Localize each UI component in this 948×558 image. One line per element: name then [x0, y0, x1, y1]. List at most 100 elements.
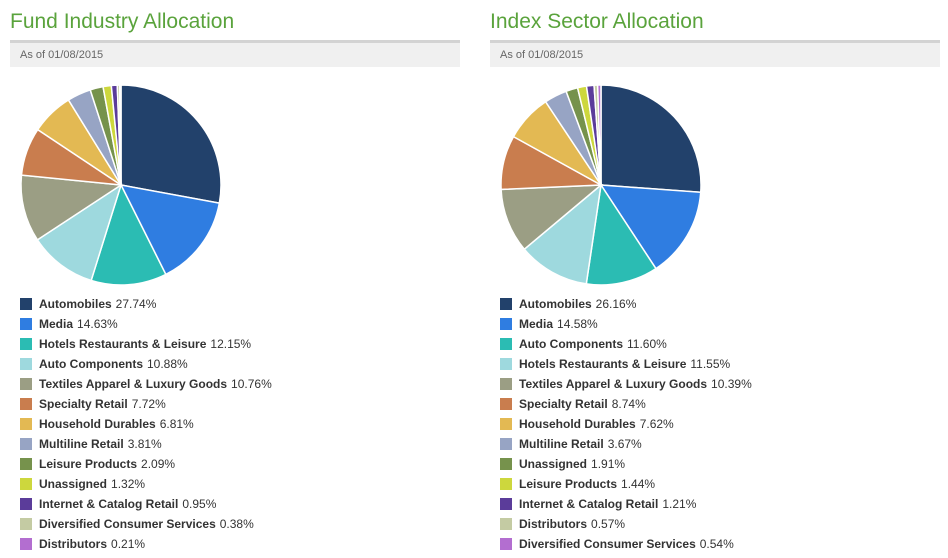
legend-label: Multiline Retail	[519, 437, 604, 451]
legend-label: Textiles Apparel & Luxury Goods	[519, 377, 708, 391]
legend-item-household-durables[interactable]: Household Durables 7.62%	[500, 414, 752, 434]
legend-swatch	[500, 538, 512, 550]
legend-label: Auto Components	[519, 337, 623, 351]
legend-label: Diversified Consumer Services	[519, 537, 696, 551]
legend-label: Hotels Restaurants & Leisure	[39, 337, 207, 351]
legend-swatch	[20, 438, 32, 450]
legend-label: Multiline Retail	[39, 437, 124, 451]
legend-label: Textiles Apparel & Luxury Goods	[39, 377, 228, 391]
legend-label: Automobiles	[519, 297, 592, 311]
pie-slice-diversified-consumer-services[interactable]	[596, 84, 602, 186]
legend-swatch	[20, 498, 32, 510]
pie-slice-distributors[interactable]	[118, 84, 122, 186]
legend-item-automobiles[interactable]: Automobiles 27.74%	[20, 294, 272, 314]
legend-item-textiles-apparel-and-luxury-goods[interactable]: Textiles Apparel & Luxury Goods 10.39%	[500, 374, 752, 394]
legend-item-specialty-retail[interactable]: Specialty Retail 7.72%	[20, 394, 272, 414]
legend-label: Unassigned	[39, 477, 108, 491]
legend-item-diversified-consumer-services[interactable]: Diversified Consumer Services 0.38%	[20, 514, 272, 534]
legend-item-media[interactable]: Media 14.58%	[500, 314, 752, 334]
legend-swatch	[20, 318, 32, 330]
legend-item-internet-and-catalog-retail[interactable]: Internet & Catalog Retail 1.21%	[500, 494, 752, 514]
legend-item-unassigned[interactable]: Unassigned 1.91%	[500, 454, 752, 474]
legend-item-distributors[interactable]: Distributors 0.57%	[500, 514, 752, 534]
legend-label: Unassigned	[519, 457, 588, 471]
legend-item-multiline-retail[interactable]: Multiline Retail 3.67%	[500, 434, 752, 454]
legend-value: 12.15%	[210, 337, 252, 351]
legend-swatch	[500, 378, 512, 390]
legend-swatch	[20, 378, 32, 390]
legend-item-leisure-products[interactable]: Leisure Products 2.09%	[20, 454, 272, 474]
pie-slice-hotels-restaurants-and-leisure[interactable]	[523, 183, 603, 285]
pie-slice-automobiles[interactable]	[120, 84, 222, 204]
legend-label: Automobiles	[39, 297, 112, 311]
legend-item-multiline-retail[interactable]: Multiline Retail 3.81%	[20, 434, 272, 454]
legend-item-textiles-apparel-and-luxury-goods[interactable]: Textiles Apparel & Luxury Goods 10.76%	[20, 374, 272, 394]
legend-value: 1.91%	[591, 457, 626, 471]
pie-slice-automobiles[interactable]	[600, 84, 702, 194]
pie-slice-textiles-apparel-and-luxury-goods[interactable]	[20, 174, 124, 241]
fund-as-of-date: As of 01/08/2015	[10, 40, 460, 67]
legend-value: 6.81%	[159, 417, 194, 431]
fund-allocation-panel: Fund Industry Allocation As of 01/08/201…	[10, 0, 460, 558]
legend-swatch	[20, 298, 32, 310]
pie-slice-hotels-restaurants-and-leisure[interactable]	[90, 183, 167, 286]
legend-item-leisure-products[interactable]: Leisure Products 1.44%	[500, 474, 752, 494]
legend-item-auto-components[interactable]: Auto Components 10.88%	[20, 354, 272, 374]
legend-label: Diversified Consumer Services	[39, 517, 216, 531]
legend-item-media[interactable]: Media 14.63%	[20, 314, 272, 334]
legend-item-internet-and-catalog-retail[interactable]: Internet & Catalog Retail 0.95%	[20, 494, 272, 514]
legend-label: Specialty Retail	[519, 397, 608, 411]
legend-item-unassigned[interactable]: Unassigned 1.32%	[20, 474, 272, 494]
legend-swatch	[20, 418, 32, 430]
legend-value: 10.76%	[231, 377, 272, 391]
legend-value: 0.21%	[111, 537, 146, 551]
pie-slice-media[interactable]	[119, 183, 221, 276]
legend-value: 0.54%	[699, 537, 734, 551]
legend-item-hotels-restaurants-and-leisure[interactable]: Hotels Restaurants & Leisure 12.15%	[20, 334, 272, 354]
pie-slice-media[interactable]	[599, 184, 702, 270]
legend-item-specialty-retail[interactable]: Specialty Retail 8.74%	[500, 394, 752, 414]
legend-value: 10.88%	[147, 357, 188, 371]
legend-item-auto-components[interactable]: Auto Components 11.60%	[500, 334, 752, 354]
legend-value: 1.32%	[111, 477, 146, 491]
legend-value: 1.21%	[662, 497, 697, 511]
legend-value: 26.16%	[595, 297, 637, 311]
legend-item-automobiles[interactable]: Automobiles 26.16%	[500, 294, 752, 314]
legend-swatch	[500, 398, 512, 410]
legend-label: Internet & Catalog Retail	[39, 497, 179, 511]
legend-item-hotels-restaurants-and-leisure[interactable]: Hotels Restaurants & Leisure 11.55%	[500, 354, 752, 374]
legend-swatch	[500, 518, 512, 530]
legend-label: Media	[39, 317, 74, 331]
legend-label: Media	[519, 317, 554, 331]
legend-item-household-durables[interactable]: Household Durables 6.81%	[20, 414, 272, 434]
legend-label: Distributors	[39, 537, 108, 551]
legend-item-distributors[interactable]: Distributors 0.21%	[20, 534, 272, 554]
pie-slice-auto-components[interactable]	[36, 183, 123, 282]
legend-value: 7.72%	[131, 397, 166, 411]
legend-swatch	[500, 358, 512, 370]
index-legend: Automobiles 26.16% Media 14.58% Auto Compone…	[500, 294, 752, 554]
legend-label: Hotels Restaurants & Leisure	[519, 357, 687, 371]
index-allocation-panel: Index Sector Allocation As of 01/08/2015…	[490, 0, 940, 558]
legend-swatch	[500, 458, 512, 470]
legend-value: 0.57%	[591, 517, 626, 531]
pie-slice-auto-components[interactable]	[585, 182, 657, 286]
legend-value: 14.63%	[77, 317, 118, 331]
legend-item-diversified-consumer-services[interactable]: Diversified Consumer Services 0.54%	[500, 534, 752, 554]
legend-swatch	[500, 478, 512, 490]
legend-value: 3.81%	[127, 437, 162, 451]
fund-pie-chart	[20, 84, 222, 286]
legend-value: 1.44%	[621, 477, 656, 491]
index-allocation-title: Index Sector Allocation	[490, 10, 704, 33]
legend-swatch	[500, 418, 512, 430]
legend-label: Distributors	[519, 517, 588, 531]
legend-value: 11.55%	[690, 357, 731, 371]
legend-value: 14.58%	[557, 317, 598, 331]
legend-label: Specialty Retail	[39, 397, 128, 411]
legend-swatch	[20, 458, 32, 470]
legend-label: Household Durables	[39, 417, 156, 431]
fund-legend: Automobiles 27.74% Media 14.63% Hotels Resta…	[20, 294, 272, 554]
legend-value: 3.67%	[607, 437, 642, 451]
legend-label: Auto Components	[39, 357, 143, 371]
legend-swatch	[500, 318, 512, 330]
